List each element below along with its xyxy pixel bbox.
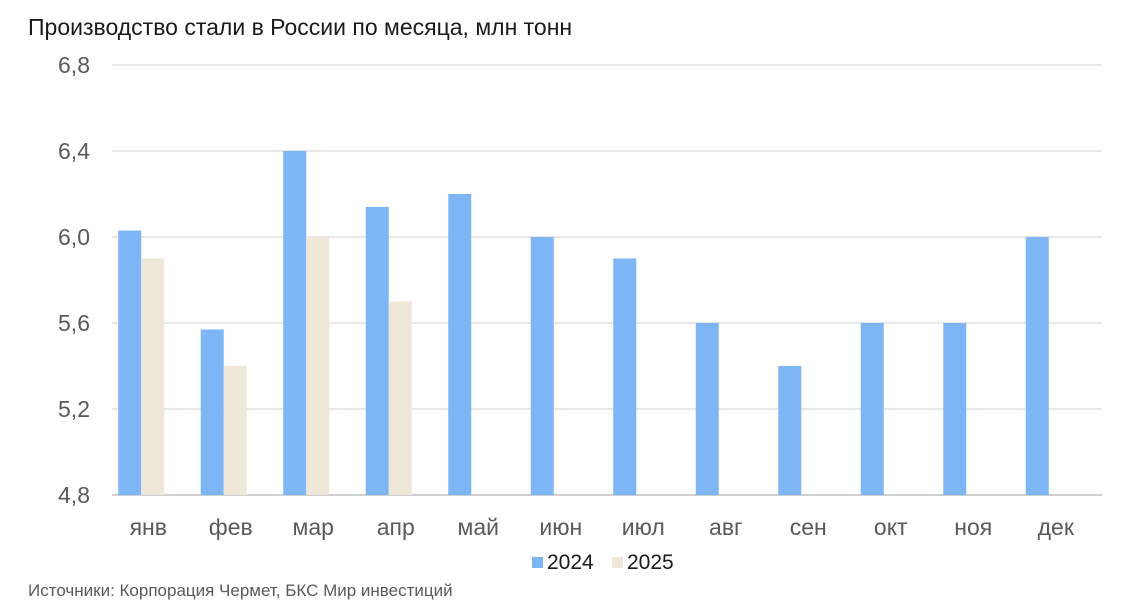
source-note: Источники: Корпорация Чермет, БКС Мир ин…	[28, 581, 453, 600]
bars	[118, 151, 1049, 496]
bar-2024-мар	[283, 151, 307, 495]
bar-2025-апр	[388, 301, 412, 495]
chart-title: Производство стали в России по месяца, м…	[28, 14, 573, 40]
x-tick-label: ноя	[954, 514, 992, 540]
bar-2025-фев	[223, 366, 247, 495]
x-tick-label: авг	[709, 514, 742, 540]
legend-swatch-2025	[612, 557, 623, 568]
x-tick-label: янв	[130, 514, 167, 540]
legend-label: 2024	[547, 551, 594, 574]
x-tick-label: окт	[874, 514, 908, 540]
bar-2024-ноя	[943, 323, 967, 495]
bar-2025-янв	[141, 258, 165, 495]
bar-2024-дек	[1025, 237, 1049, 495]
y-tick-label: 6,4	[58, 138, 90, 164]
y-tick-label: 5,2	[58, 396, 90, 422]
x-tick-label: апр	[377, 514, 415, 540]
legend-swatch-2024	[532, 557, 543, 568]
bar-2024-май	[448, 194, 472, 495]
bar-2024-янв	[118, 230, 142, 496]
x-axis-labels: янв фев мар апр май июн июл авг сен окт ноя дек	[130, 514, 1075, 540]
x-tick-label: мар	[293, 514, 334, 540]
bar-2024-фев	[200, 329, 224, 495]
x-tick-label: июн	[539, 514, 582, 540]
y-tick-label: 5,6	[58, 310, 90, 336]
gridlines	[112, 64, 1102, 496]
x-tick-label: фев	[209, 514, 253, 540]
y-tick-label: 4,8	[58, 482, 90, 508]
x-tick-label: дек	[1038, 514, 1075, 540]
x-tick-label: сен	[790, 514, 827, 540]
y-tick-label: 6,0	[58, 224, 90, 250]
bar-2024-окт	[860, 323, 884, 495]
x-tick-label: май	[458, 514, 499, 540]
y-tick-label: 6,8	[58, 52, 90, 78]
bar-2025-мар	[306, 237, 330, 495]
bar-2024-апр	[365, 206, 389, 495]
bar-2024-июн	[530, 237, 554, 495]
bar-2024-сен	[778, 366, 802, 495]
bar-2024-авг	[695, 323, 719, 495]
legend-label: 2025	[627, 551, 674, 574]
bar-2024-июл	[613, 258, 637, 495]
y-axis-labels: 4,8 5,2 5,6 6,0 6,4 6,8	[58, 52, 90, 508]
legend: 2024 2025	[532, 551, 674, 574]
x-tick-label: июл	[622, 514, 665, 540]
